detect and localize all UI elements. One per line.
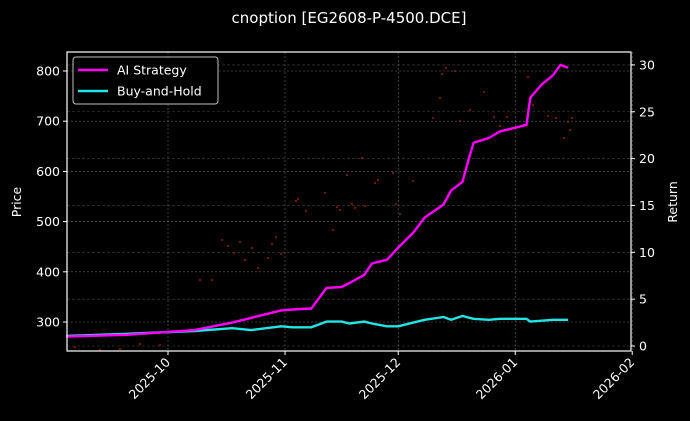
legend-label-ai-strategy: AI Strategy	[117, 63, 187, 78]
left-y-axis: 300 400 500 600 700 800	[36, 64, 67, 330]
x-tick-label: 2025-11	[243, 355, 291, 403]
price-marker	[232, 251, 236, 255]
price-marker	[158, 343, 162, 347]
price-marker	[338, 208, 342, 212]
chart-title: cnoption [EG2608-P-4500.DCE]	[232, 9, 467, 27]
series-line-ai-strategy	[66, 63, 569, 338]
price-marker	[458, 119, 462, 123]
price-marker	[498, 124, 502, 128]
series-line-buy-and-hold	[66, 314, 569, 338]
price-marker	[526, 75, 530, 79]
y-tick-label-left: 600	[36, 164, 60, 179]
price-marker	[335, 205, 339, 209]
price-marker	[73, 345, 77, 349]
price-marker	[566, 120, 570, 124]
legend-label-buy-and-hold: Buy-and-Hold	[117, 84, 202, 99]
y-tick-label-left: 800	[36, 64, 60, 79]
price-marker	[562, 136, 566, 140]
x-tick-label: 2025-10	[126, 354, 174, 402]
price-marker	[505, 115, 509, 119]
y-axis-label-left: Price	[9, 186, 24, 217]
price-marker	[274, 235, 278, 239]
price-marker	[440, 72, 444, 76]
price-marker	[250, 246, 254, 250]
price-marker	[492, 115, 496, 119]
price-marker	[323, 191, 327, 195]
y-tick-label-left: 700	[36, 114, 60, 129]
price-marker	[360, 156, 364, 160]
price-marker	[411, 179, 415, 183]
price-marker	[444, 66, 448, 70]
price-marker	[331, 228, 335, 232]
price-marker	[350, 202, 354, 206]
x-tick-label: 2026-01	[473, 355, 521, 403]
price-marker	[243, 258, 247, 262]
y-tick-label-right: 5	[639, 292, 647, 307]
price-marker	[256, 266, 260, 270]
series-lines	[66, 63, 569, 338]
price-marker	[546, 114, 550, 118]
price-marker	[238, 240, 242, 244]
price-marker	[345, 173, 349, 177]
price-marker	[270, 242, 274, 246]
y-tick-label-right: 20	[639, 151, 655, 166]
price-marker	[363, 204, 367, 208]
price-marker	[294, 199, 298, 203]
plot-frame	[66, 51, 632, 352]
price-marker	[198, 278, 202, 282]
price-marker	[279, 252, 283, 256]
price-marker	[220, 238, 224, 242]
price-marker	[376, 178, 380, 182]
y-tick-label-left: 400	[36, 264, 60, 279]
price-marker	[118, 347, 122, 351]
y-tick-label-left: 500	[36, 214, 60, 229]
price-marker	[373, 181, 377, 185]
y-tick-label-right: 0	[639, 339, 647, 354]
legend: AI Strategy Buy-and-Hold	[72, 56, 219, 105]
price-marker	[398, 212, 402, 216]
price-marker	[353, 206, 357, 210]
price-marker	[453, 69, 457, 73]
y-tick-label-left: 300	[36, 315, 60, 330]
y-tick-label-right: 25	[639, 104, 655, 119]
x-tick-label: 2025-12	[356, 355, 404, 403]
price-markers	[73, 66, 574, 352]
grid-lines	[67, 52, 633, 351]
price-marker	[394, 202, 398, 206]
price-marker	[210, 278, 214, 282]
price-marker	[304, 209, 308, 213]
price-marker	[554, 116, 558, 120]
right-y-axis: 0 5 10 15 20 25 30	[631, 57, 655, 354]
price-marker	[568, 128, 572, 132]
price-marker	[138, 342, 142, 346]
price-marker	[482, 90, 486, 94]
price-marker	[391, 171, 395, 175]
price-marker	[296, 197, 300, 201]
price-marker	[266, 256, 270, 260]
x-axis: 2025-10 2025-11 2025-12 2026-01 2026-02	[126, 351, 638, 403]
price-marker	[438, 96, 442, 100]
price-marker	[570, 116, 574, 120]
y-tick-label-right: 30	[639, 57, 655, 72]
y-tick-label-right: 10	[639, 245, 655, 260]
x-tick-label: 2026-02	[590, 355, 638, 403]
price-marker	[431, 116, 435, 120]
price-marker	[226, 244, 230, 248]
price-marker	[531, 103, 535, 107]
price-marker	[468, 108, 472, 112]
y-axis-label-right: Return	[665, 181, 680, 222]
y-tick-label-right: 15	[639, 198, 655, 213]
